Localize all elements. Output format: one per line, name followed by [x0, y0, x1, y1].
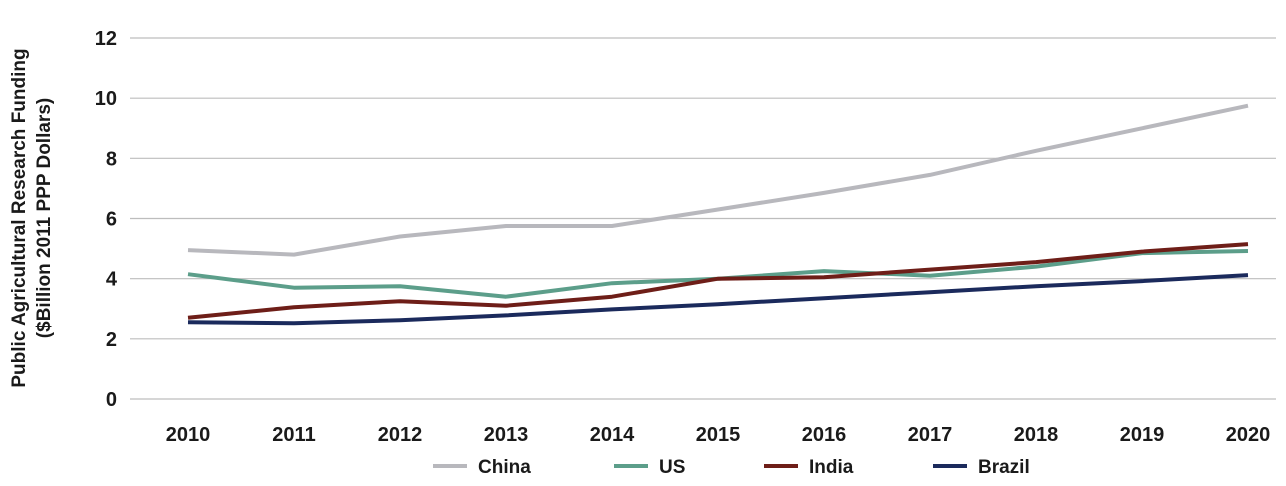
- x-tick-label: 2014: [590, 424, 635, 446]
- series-line-china: [187, 103, 1249, 257]
- grid-layer: [130, 37, 1276, 400]
- legend-item-china: China: [433, 457, 531, 478]
- x-tick-label: 2015: [696, 424, 741, 446]
- x-tick-label: 2017: [908, 424, 953, 446]
- y-tick-label: 6: [106, 209, 117, 231]
- y-tick-label: 12: [95, 28, 117, 50]
- series-line-brazil: [187, 273, 1249, 326]
- legend-item-brazil: Brazil: [933, 457, 1030, 478]
- y-tick-labels: 0 2 4 6 8 10 12: [95, 28, 118, 411]
- x-tick-label: 2013: [484, 424, 529, 446]
- x-tick-label: 2020: [1226, 424, 1271, 446]
- y-tick-label: 2: [106, 329, 117, 351]
- legend-item-india: India: [764, 457, 854, 478]
- legend-item-us: US: [614, 457, 685, 478]
- series-line-india: [187, 242, 1249, 320]
- legend: China US India Brazil: [433, 457, 1030, 478]
- x-tick-label: 2011: [272, 424, 315, 446]
- x-tick-label: 2019: [1120, 424, 1165, 446]
- y-tick-label: 4: [106, 269, 118, 291]
- legend-label: India: [809, 457, 854, 478]
- legend-label: China: [478, 457, 531, 478]
- x-tick-labels: 2010 2011 2012 2013 2014 2015 2016 2017 2018 2019…: [166, 424, 1271, 446]
- y-axis-title-line-2: ($Billion 2011 PPP Dollars): [34, 98, 55, 338]
- x-tick-label: 2018: [1014, 424, 1059, 446]
- x-tick-label: 2012: [378, 424, 423, 446]
- legend-label: Brazil: [978, 457, 1030, 478]
- y-tick-label: 10: [95, 88, 117, 110]
- y-axis-title: Public Agricultural Research Funding ($Bi…: [9, 48, 55, 387]
- y-tick-label: 8: [106, 148, 117, 170]
- x-tick-label: 2016: [802, 424, 847, 446]
- y-tick-label: 0: [106, 389, 117, 411]
- x-tick-label: 2010: [166, 424, 211, 446]
- series-lines: [187, 103, 1249, 326]
- legend-label: US: [659, 457, 685, 478]
- y-axis-title-line-1: Public Agricultural Research Funding: [9, 48, 30, 387]
